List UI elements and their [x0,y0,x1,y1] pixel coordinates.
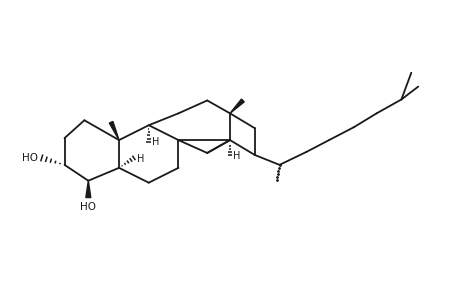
Text: H: H [233,151,240,161]
Text: HO: HO [22,153,38,163]
Text: H: H [151,137,159,147]
Polygon shape [86,181,90,198]
Text: HO: HO [80,202,96,212]
Polygon shape [109,122,119,140]
Polygon shape [230,99,244,113]
Text: H: H [137,154,144,164]
